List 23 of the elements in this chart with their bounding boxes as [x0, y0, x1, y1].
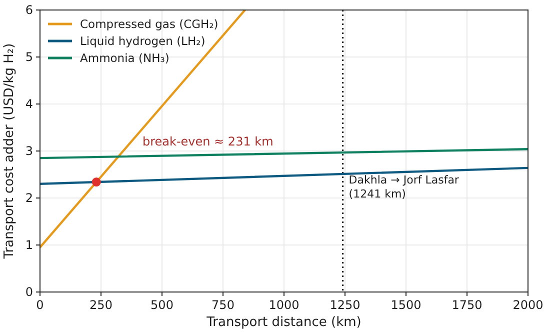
x-tick-label: 1750: [452, 298, 482, 312]
ref-line-label: Dakhla → Jorf Lasfar (1241 km): [348, 173, 460, 200]
x-tick-label: 1500: [390, 298, 422, 312]
x-tick-label: 1250: [330, 298, 360, 312]
x-tick-label: 750: [212, 298, 234, 312]
x-tick-label: 0: [36, 298, 44, 312]
legend-label: Ammonia (NH₃): [80, 51, 170, 65]
x-tick-label: 500: [150, 298, 174, 312]
y-tick-label: 5: [25, 50, 33, 64]
legend-label: Liquid hydrogen (LH₂): [80, 34, 206, 48]
legend-label: Compressed gas (CGH₂): [80, 17, 218, 31]
y-tick-label: 6: [25, 3, 33, 17]
y-tick-label: 0: [25, 285, 33, 299]
y-axis-title: Transport cost adder (USD/kg H₂): [2, 43, 17, 260]
y-tick-label: 1: [25, 238, 33, 252]
y-tick-label: 3: [25, 144, 33, 158]
x-tick-label: 250: [90, 298, 112, 312]
y-tick-label: 2: [25, 191, 33, 205]
y-tick-label: 4: [25, 97, 33, 111]
x-tick-label: 2000: [512, 298, 544, 312]
x-tick-label: 1000: [268, 298, 300, 312]
x-axis-title: Transport distance (km): [206, 315, 362, 330]
annotation: break-even ≈ 231 km: [142, 134, 274, 148]
